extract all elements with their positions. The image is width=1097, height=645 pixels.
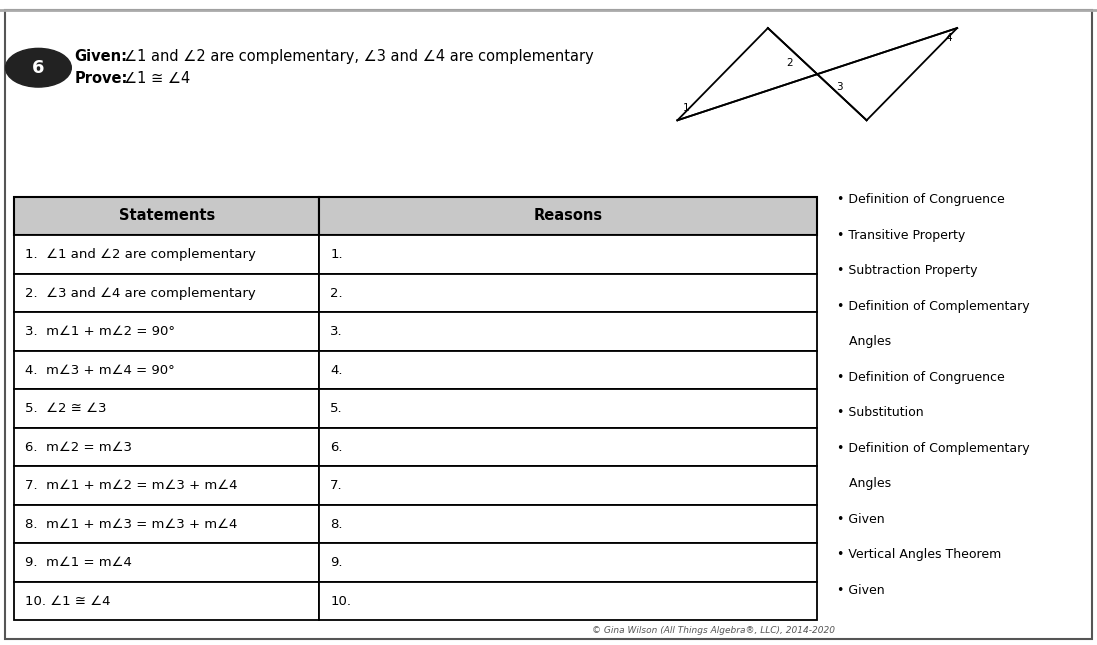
Bar (319, 197, 817, 235)
Text: 3: 3 (836, 82, 842, 92)
Text: • Definition of Complementary: • Definition of Complementary (837, 442, 1030, 455)
Text: 9.: 9. (330, 556, 343, 569)
Text: • Definition of Congruence: • Definition of Congruence (837, 371, 1005, 384)
Bar (14, 466, 319, 505)
Text: Angles: Angles (837, 335, 891, 348)
Bar (14, 582, 319, 620)
Bar (14, 544, 319, 582)
Text: 2.  ∠3 and ∠4 are complementary: 2. ∠3 and ∠4 are complementary (25, 286, 256, 299)
Text: 3.  m∠1 + m∠2 = 90°: 3. m∠1 + m∠2 = 90° (25, 325, 176, 338)
Text: 10.: 10. (330, 595, 351, 608)
Bar (319, 273, 817, 312)
Text: 9.  m∠1 = m∠4: 9. m∠1 = m∠4 (25, 556, 132, 569)
Text: Angles: Angles (837, 477, 891, 490)
Text: © Gina Wilson (All Things Algebra®, LLC), 2014-2020: © Gina Wilson (All Things Algebra®, LLC)… (592, 626, 836, 635)
Text: • Substitution: • Substitution (837, 406, 924, 419)
Text: 8.  m∠1 + m∠3 = m∠3 + m∠4: 8. m∠1 + m∠3 = m∠3 + m∠4 (25, 518, 238, 531)
Text: • Given: • Given (837, 584, 884, 597)
Text: • Subtraction Property: • Subtraction Property (837, 264, 977, 277)
Text: 5.  ∠2 ≅ ∠3: 5. ∠2 ≅ ∠3 (25, 402, 106, 415)
Text: 6: 6 (32, 59, 45, 77)
Text: • Vertical Angles Theorem: • Vertical Angles Theorem (837, 548, 1002, 561)
Bar (14, 312, 319, 351)
Text: 4.  m∠3 + m∠4 = 90°: 4. m∠3 + m∠4 = 90° (25, 364, 176, 377)
Text: • Definition of Complementary: • Definition of Complementary (837, 300, 1030, 313)
Bar (14, 390, 319, 428)
Text: 8.: 8. (330, 518, 343, 531)
Bar (14, 505, 319, 544)
Text: • Given: • Given (837, 513, 884, 526)
Text: Statements: Statements (118, 208, 215, 223)
Text: 6.: 6. (330, 441, 343, 453)
Text: 1.  ∠1 and ∠2 are complementary: 1. ∠1 and ∠2 are complementary (25, 248, 256, 261)
Text: 2: 2 (787, 57, 793, 68)
Text: 2.: 2. (330, 286, 343, 299)
Text: 3.: 3. (330, 325, 343, 338)
Text: • Definition of Congruence: • Definition of Congruence (837, 194, 1005, 206)
Text: 6.  m∠2 = m∠3: 6. m∠2 = m∠3 (25, 441, 133, 453)
Bar (319, 466, 817, 505)
Bar (319, 582, 817, 620)
Text: ∠1 and ∠2 are complementary, ∠3 and ∠4 are complementary: ∠1 and ∠2 are complementary, ∠3 and ∠4 a… (124, 49, 593, 64)
Text: 1: 1 (682, 103, 690, 112)
Text: Given:: Given: (75, 49, 127, 64)
Bar (319, 235, 817, 273)
Bar (319, 544, 817, 582)
Text: Prove:: Prove: (75, 71, 128, 86)
Bar (14, 428, 319, 466)
Bar (319, 505, 817, 544)
Text: 10. ∠1 ≅ ∠4: 10. ∠1 ≅ ∠4 (25, 595, 111, 608)
Circle shape (5, 48, 71, 87)
Text: 4.: 4. (330, 364, 343, 377)
Text: 7.: 7. (330, 479, 343, 492)
Bar (319, 390, 817, 428)
Bar (319, 428, 817, 466)
Bar (319, 312, 817, 351)
Text: 7.  m∠1 + m∠2 = m∠3 + m∠4: 7. m∠1 + m∠2 = m∠3 + m∠4 (25, 479, 238, 492)
Bar (14, 351, 319, 390)
Bar (14, 197, 319, 235)
Text: • Transitive Property: • Transitive Property (837, 229, 965, 242)
Text: Reasons: Reasons (534, 208, 603, 223)
Text: ∠1 ≅ ∠4: ∠1 ≅ ∠4 (124, 71, 190, 86)
Text: 5.: 5. (330, 402, 343, 415)
Bar (14, 273, 319, 312)
Text: 1.: 1. (330, 248, 343, 261)
Bar (14, 235, 319, 273)
Bar (319, 351, 817, 390)
Text: 4: 4 (945, 33, 952, 43)
